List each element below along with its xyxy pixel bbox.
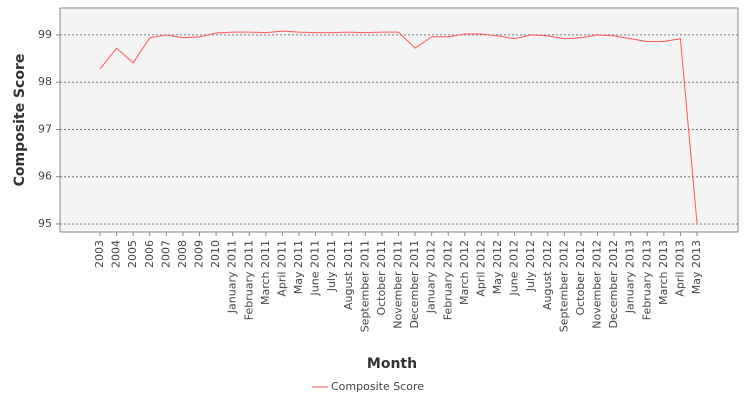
- x-tick-label: December 2011: [408, 240, 421, 329]
- x-tick-label: 2007: [159, 240, 172, 268]
- y-tick-label: 98: [38, 75, 52, 88]
- y-tick-label: 99: [38, 28, 52, 41]
- x-tick-label: August 2011: [342, 240, 355, 310]
- x-tick-label: May 2013: [690, 240, 703, 294]
- x-tick-label: October 2012: [574, 240, 587, 316]
- x-tick-label: February 2012: [441, 240, 454, 320]
- x-tick-label: February 2013: [640, 240, 653, 320]
- x-tick-label: 2008: [176, 240, 189, 268]
- x-tick-label: January 2011: [226, 240, 239, 314]
- legend-label: Composite Score: [331, 380, 424, 393]
- x-tick-label: September 2012: [557, 240, 570, 332]
- x-tick-label: January 2013: [624, 240, 637, 314]
- x-tick-label: 2006: [143, 240, 156, 268]
- x-tick-label: December 2012: [607, 240, 620, 329]
- x-tick-label: 2004: [110, 240, 123, 268]
- x-tick-label: April 2011: [275, 240, 288, 297]
- x-tick-label: July 2012: [524, 240, 537, 292]
- x-tick-label: 2009: [193, 240, 206, 268]
- x-axis-title: Month: [367, 356, 417, 372]
- x-tick-label: March 2013: [657, 240, 670, 305]
- data-line: [99, 30, 698, 224]
- x-tick-label: 2010: [209, 240, 222, 268]
- x-tick-label: April 2013: [673, 240, 686, 297]
- x-tick-label: August 2012: [541, 240, 554, 310]
- y-tick-label: 95: [38, 217, 52, 230]
- y-axis-title: Composite Score: [12, 54, 28, 187]
- x-tick-label: 2005: [126, 240, 139, 268]
- x-tick-label: July 2011: [325, 240, 338, 292]
- x-tick-label: September 2011: [358, 240, 371, 332]
- x-tick-label: November 2012: [591, 240, 604, 329]
- x-tick-label: February 2011: [242, 240, 255, 320]
- x-tick-label: March 2011: [259, 240, 272, 305]
- x-tick-label: 2003: [93, 240, 106, 268]
- x-tick-label: October 2011: [375, 240, 388, 316]
- plot-area: [59, 7, 739, 233]
- x-tick-label: May 2012: [491, 240, 504, 294]
- x-tick-label: May 2011: [292, 240, 305, 294]
- y-tick-label: 96: [38, 170, 52, 183]
- x-tick-label: January 2012: [425, 240, 438, 314]
- x-tick-label: November 2011: [392, 240, 405, 329]
- y-tick-label: 97: [38, 122, 52, 135]
- x-tick-label: June 2011: [309, 240, 322, 296]
- x-tick-label: June 2012: [508, 240, 521, 296]
- x-tick-label: March 2012: [458, 240, 471, 305]
- x-tick-label: April 2012: [474, 240, 487, 297]
